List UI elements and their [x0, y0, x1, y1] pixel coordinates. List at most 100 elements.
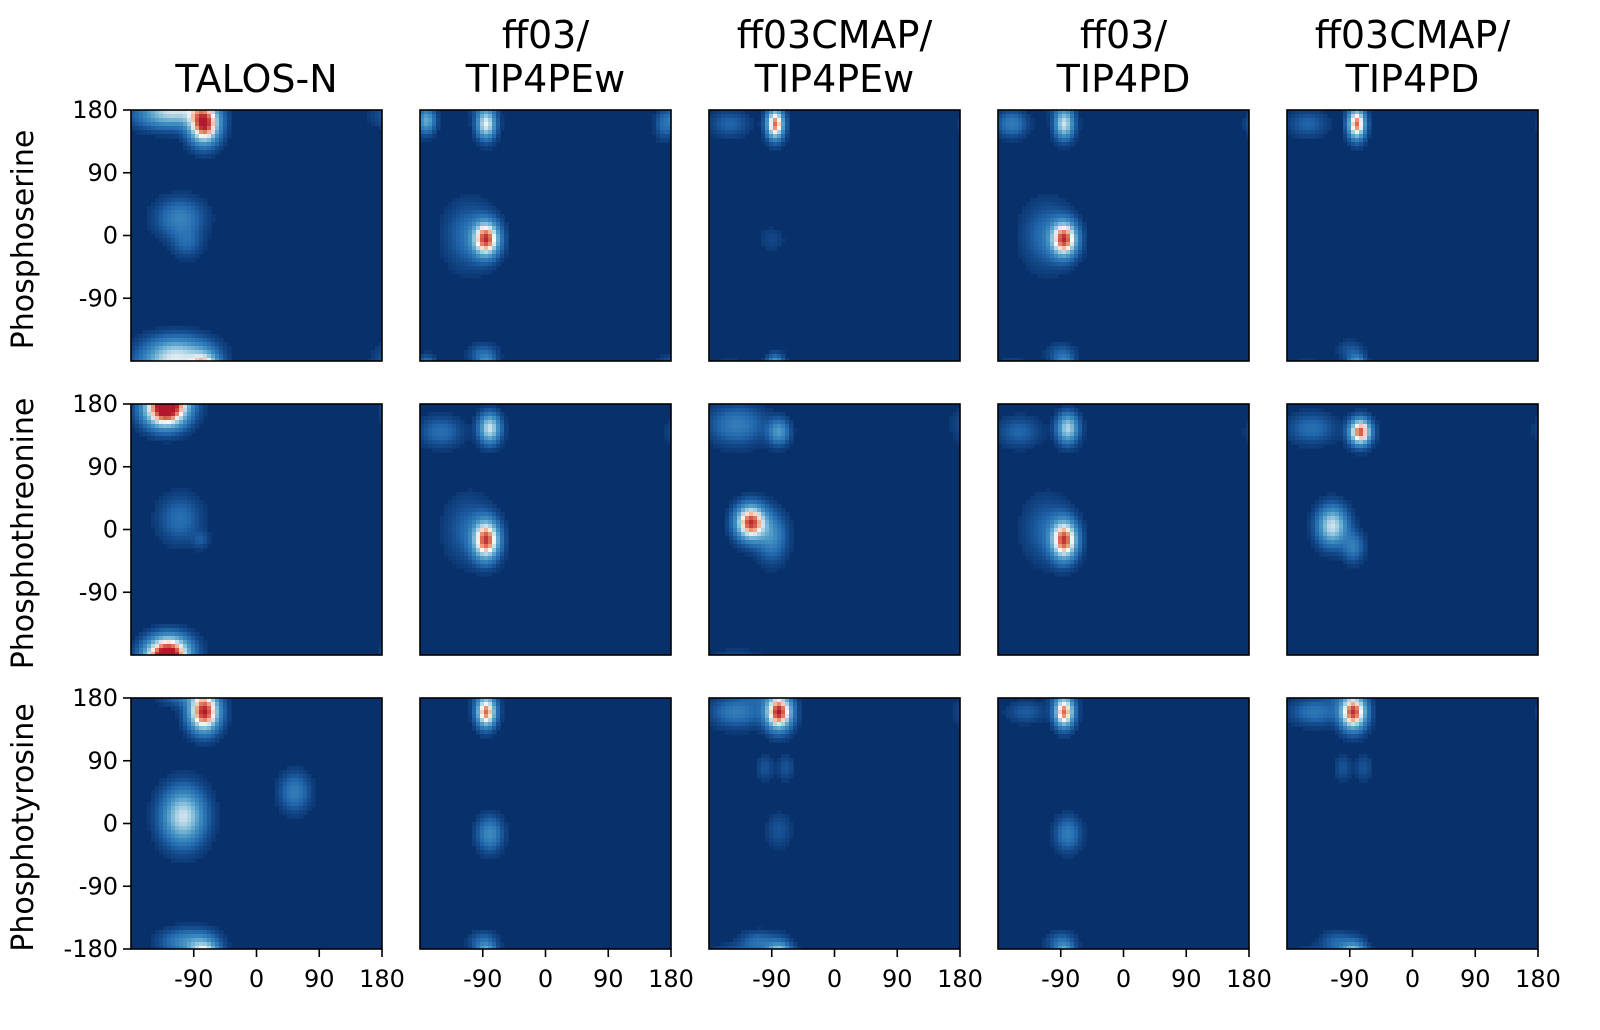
- density-cell: [199, 512, 204, 517]
- density-cell: [1054, 138, 1059, 143]
- density-cell: [143, 632, 148, 637]
- density-cell: [159, 512, 164, 517]
- density-cell: [159, 424, 164, 429]
- density-cell: [480, 206, 485, 211]
- density-cell: [175, 854, 180, 859]
- density-cell: [175, 436, 180, 441]
- density-cell: [207, 532, 212, 537]
- density-cell: [371, 350, 376, 355]
- density-cell: [155, 512, 160, 517]
- density-cell: [1371, 420, 1376, 425]
- density-cell: [191, 500, 196, 505]
- density-cell: [436, 122, 441, 127]
- density-cell: [424, 444, 429, 449]
- density-cell: [1022, 114, 1027, 119]
- density-cell: [504, 254, 509, 259]
- density-cell: [1026, 500, 1031, 505]
- density-cell: [777, 504, 782, 509]
- density-cell: [187, 648, 192, 653]
- density-cell: [211, 814, 216, 819]
- density-cell: [187, 146, 192, 151]
- density-cell: [1070, 564, 1075, 569]
- density-cell: [761, 544, 766, 549]
- density-cell: [1058, 234, 1063, 239]
- density-cell: [203, 802, 208, 807]
- density-cell: [1014, 432, 1019, 437]
- density-cell: [1343, 560, 1348, 565]
- density-cell: [1351, 146, 1356, 151]
- density-cell: [1054, 556, 1059, 561]
- density-cell: [496, 432, 501, 437]
- density-cell: [428, 432, 433, 437]
- density-cell: [1295, 118, 1300, 123]
- density-cell: [484, 496, 489, 501]
- density-cell: [159, 794, 164, 799]
- density-cell: [1046, 226, 1051, 231]
- density-cell: [1351, 548, 1356, 553]
- density-cell: [171, 404, 176, 409]
- density-cell: [1058, 424, 1063, 429]
- density-cell: [1034, 218, 1039, 223]
- density-cell: [1331, 424, 1336, 429]
- density-cell: [1050, 206, 1055, 211]
- density-cell: [460, 520, 465, 525]
- density-cell: [1323, 432, 1328, 437]
- density-cell: [167, 246, 172, 251]
- density-cell: [1287, 424, 1292, 429]
- density-cell: [1311, 110, 1316, 115]
- density-cell: [199, 734, 204, 739]
- density-cell: [1363, 118, 1368, 123]
- density-cell: [175, 544, 180, 549]
- density-cell: [1046, 560, 1051, 565]
- density-cell: [480, 142, 485, 147]
- density-cell: [998, 126, 1003, 131]
- density-cell: [777, 230, 782, 235]
- density-cell: [472, 436, 477, 441]
- density-cell: [1066, 444, 1071, 449]
- density-cell: [163, 938, 168, 943]
- density-cell: [1299, 408, 1304, 413]
- density-cell: [211, 710, 216, 715]
- density-cell: [1246, 436, 1249, 441]
- density-cell: [1034, 202, 1039, 207]
- density-cell: [1010, 358, 1015, 361]
- density-cell: [1062, 258, 1067, 263]
- density-cell: [159, 632, 164, 637]
- density-cell: [187, 834, 192, 839]
- density-cell: [131, 412, 136, 417]
- density-cell: [785, 516, 790, 521]
- density-cell: [155, 648, 160, 653]
- density-cell: [1070, 440, 1075, 445]
- density-cell: [769, 564, 774, 569]
- density-cell: [195, 198, 200, 203]
- density-cell: [448, 254, 453, 259]
- density-cell: [175, 504, 180, 509]
- density-cell: [721, 432, 726, 437]
- density-cell: [769, 350, 774, 355]
- density-cell: [773, 448, 778, 453]
- density-cell: [159, 644, 164, 649]
- density-cell: [1347, 508, 1352, 513]
- density-cell: [476, 250, 481, 255]
- density-cell: [500, 432, 505, 437]
- density-cell: [1030, 230, 1035, 235]
- density-cell: [668, 110, 671, 115]
- density-cell: [139, 420, 144, 425]
- density-cell: [1351, 126, 1356, 131]
- density-cell: [492, 516, 497, 521]
- density-cell: [1070, 516, 1075, 521]
- density-cell: [1066, 520, 1071, 525]
- density-cell: [223, 122, 228, 127]
- density-cell: [147, 628, 152, 633]
- density-cell: [1058, 142, 1063, 147]
- density-cell: [1054, 524, 1059, 529]
- density-cell: [1351, 428, 1356, 433]
- density-cell: [151, 628, 156, 633]
- density-cell: [1054, 444, 1059, 449]
- density-cell: [1022, 536, 1027, 541]
- density-cell: [1062, 528, 1067, 533]
- density-cell: [1327, 532, 1332, 537]
- density-cell: [1054, 544, 1059, 549]
- density-cell: [1323, 122, 1328, 127]
- density-cell: [1026, 234, 1031, 239]
